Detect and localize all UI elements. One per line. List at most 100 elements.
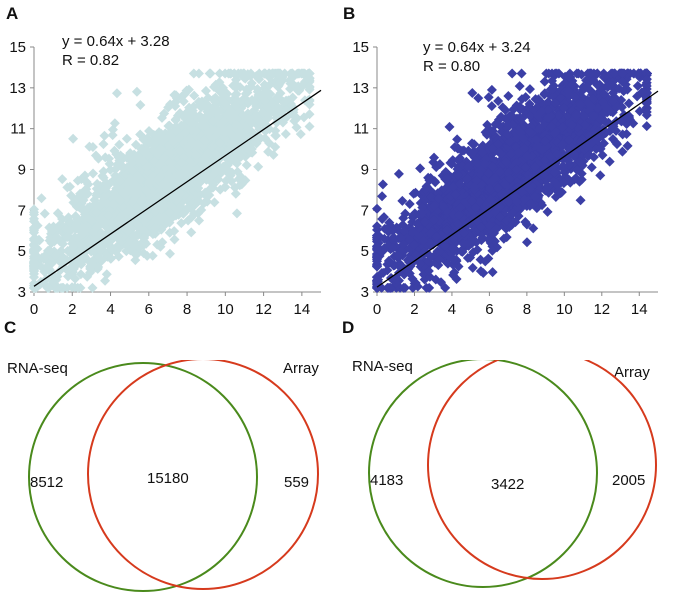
- data-point: [194, 110, 205, 121]
- data-point: [473, 93, 484, 104]
- data-point: [259, 68, 270, 79]
- data-point: [482, 119, 493, 130]
- data-point: [206, 125, 217, 136]
- data-point: [495, 211, 506, 222]
- data-point: [186, 227, 197, 238]
- data-point: [70, 273, 81, 284]
- data-point: [412, 281, 423, 292]
- data-point: [483, 92, 494, 103]
- r-value-a: R = 0.82: [62, 52, 120, 69]
- y-tick-label: 11: [10, 121, 26, 138]
- data-point: [558, 177, 569, 188]
- panel-label-a: A: [6, 4, 19, 23]
- data-point: [408, 239, 419, 250]
- data-point: [187, 105, 198, 116]
- fit-equation-a: y = 0.64x + 3.28: [62, 33, 170, 50]
- data-point: [29, 282, 39, 293]
- data-point: [596, 131, 607, 142]
- data-point: [57, 238, 68, 249]
- data-point: [581, 82, 592, 93]
- data-point: [82, 271, 93, 282]
- data-point: [125, 148, 136, 159]
- data-point: [178, 120, 189, 131]
- data-point: [213, 126, 224, 137]
- data-point: [552, 180, 563, 191]
- data-point: [558, 160, 569, 171]
- data-point: [485, 224, 496, 235]
- data-point: [164, 207, 175, 218]
- data-point: [233, 133, 244, 144]
- data-point: [240, 175, 251, 186]
- data-point: [548, 83, 559, 94]
- data-point: [418, 260, 429, 271]
- data-point: [579, 111, 590, 122]
- data-point: [559, 150, 570, 161]
- data-point: [125, 174, 136, 185]
- data-point: [384, 257, 395, 268]
- data-point: [387, 225, 398, 236]
- data-point: [130, 255, 141, 266]
- data-point: [424, 175, 435, 186]
- regression-line: [33, 89, 322, 287]
- data-point: [524, 99, 535, 110]
- data-point: [94, 239, 105, 250]
- data-point: [153, 173, 164, 184]
- data-point: [267, 68, 278, 79]
- data-point: [441, 193, 452, 204]
- data-point: [503, 90, 514, 101]
- data-point: [424, 271, 435, 282]
- data-point: [467, 262, 478, 273]
- data-point: [99, 184, 110, 195]
- data-point: [437, 170, 448, 181]
- data-point: [158, 153, 169, 164]
- data-point: [580, 119, 591, 130]
- data-point: [491, 223, 502, 234]
- data-point: [82, 202, 93, 213]
- data-point: [242, 124, 253, 135]
- data-point: [462, 161, 473, 172]
- data-point: [139, 233, 150, 244]
- y-tick-label: 3: [18, 284, 26, 301]
- data-point: [179, 112, 190, 123]
- data-point: [162, 182, 173, 193]
- data-point: [106, 253, 117, 264]
- y-tick-label: 7: [18, 202, 26, 219]
- data-point: [604, 156, 615, 167]
- data-point: [188, 68, 199, 79]
- data-point: [521, 219, 532, 230]
- data-point: [472, 158, 483, 169]
- data-point: [193, 177, 204, 188]
- data-point: [419, 216, 430, 227]
- data-point: [514, 81, 525, 92]
- data-point: [85, 262, 96, 273]
- data-point: [246, 147, 257, 158]
- data-point: [268, 149, 279, 160]
- data-point: [106, 230, 117, 241]
- data-point: [407, 273, 418, 284]
- data-point: [377, 191, 388, 202]
- data-point: [547, 90, 558, 101]
- data-point: [623, 98, 634, 109]
- data-point: [171, 126, 182, 137]
- data-point: [539, 88, 550, 99]
- data-point: [632, 80, 643, 91]
- data-point: [304, 75, 315, 86]
- data-point: [628, 118, 639, 129]
- data-point: [254, 124, 265, 135]
- data-point: [44, 222, 55, 233]
- data-point: [602, 82, 613, 93]
- data-point: [209, 197, 220, 208]
- data-point: [304, 99, 315, 110]
- data-point: [454, 153, 465, 164]
- data-point: [132, 219, 143, 230]
- data-point: [479, 158, 490, 169]
- data-point: [50, 250, 61, 261]
- data-point: [141, 185, 152, 196]
- data-point: [68, 197, 79, 208]
- data-point: [142, 161, 153, 172]
- data-point: [73, 232, 84, 243]
- data-point: [274, 68, 285, 79]
- x-tick-label: 8: [523, 301, 531, 318]
- data-point: [251, 138, 262, 149]
- data-point: [573, 68, 584, 79]
